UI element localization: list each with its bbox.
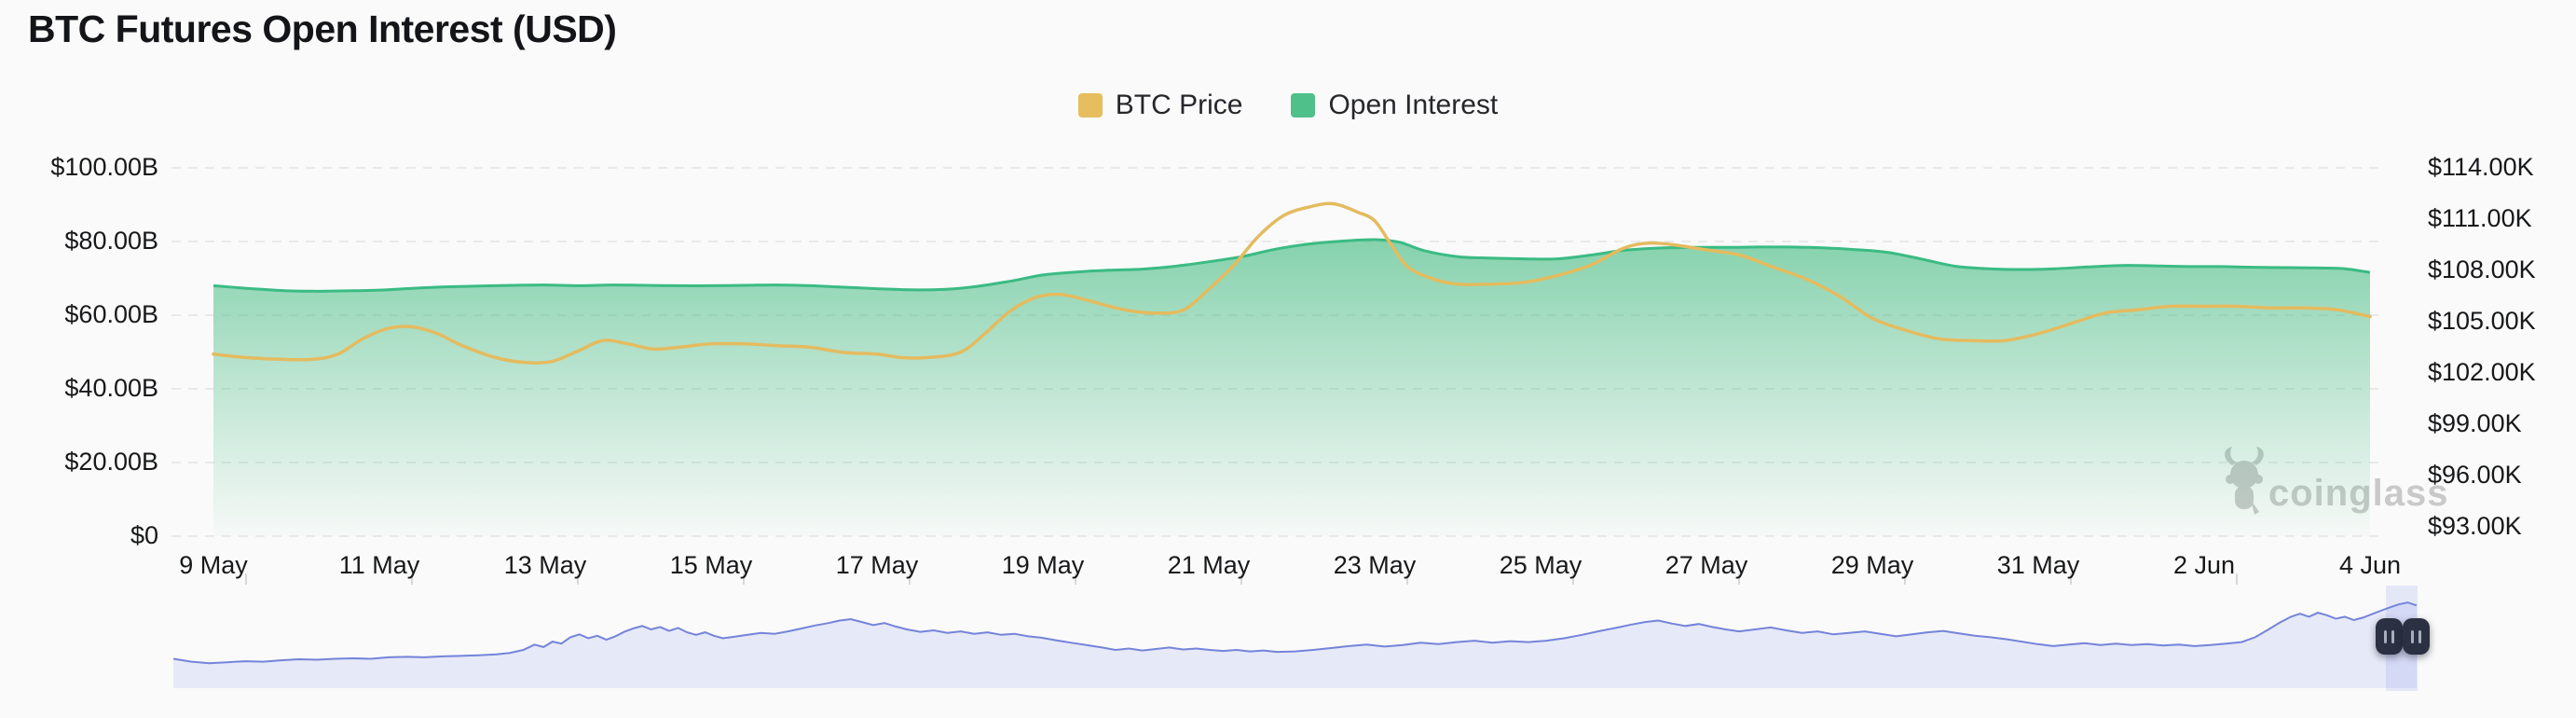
page-title: BTC Futures Open Interest (USD) xyxy=(28,7,617,50)
x-axis-tick: 4 Jun xyxy=(2338,551,2402,579)
right-axis-tick: $111.00K xyxy=(2428,203,2532,232)
btc-price-line-series xyxy=(212,201,2372,366)
x-axis: 9 May 11 May 13 May 15 May 17 May 19 May… xyxy=(0,551,2576,583)
x-axis-tick: 23 May xyxy=(1333,551,1417,579)
legend-item-btc-price[interactable]: BTC Price xyxy=(1077,90,1243,121)
left-axis-tick: $60.00B xyxy=(64,299,158,328)
x-axis-tick: 15 May xyxy=(669,551,753,579)
drag-handle-icon xyxy=(2384,629,2387,643)
left-axis-tick: $80.00B xyxy=(64,226,158,255)
right-axis-tick: $108.00K xyxy=(2428,255,2536,283)
left-axis-tick: $20.00B xyxy=(64,447,158,476)
x-axis-tick: 9 May xyxy=(179,551,248,579)
right-axis-tick: $99.00K xyxy=(2428,408,2522,437)
left-y-axis: $100.00B $80.00B $60.00B $40.00B $20.00B… xyxy=(0,0,158,718)
legend-item-open-interest[interactable]: Open Interest xyxy=(1291,90,1498,121)
x-axis-tick: 25 May xyxy=(1499,551,1583,579)
right-axis-tick: $96.00K xyxy=(2428,460,2522,489)
left-axis-tick: $0 xyxy=(130,520,158,549)
right-axis-tick: $102.00K xyxy=(2428,357,2536,386)
open-interest-area-series xyxy=(212,238,2371,536)
navigator-minimap[interactable] xyxy=(172,601,2418,688)
drag-handle-icon xyxy=(2391,629,2394,643)
right-axis-tick: $114.00K xyxy=(2428,152,2534,181)
x-axis-tick-marks xyxy=(245,573,2238,585)
legend-label: BTC Price xyxy=(1115,90,1243,120)
left-axis-tick: $100.00B xyxy=(50,152,158,181)
legend-label: Open Interest xyxy=(1328,90,1499,120)
x-axis-tick: 2 Jun xyxy=(2172,551,2236,579)
x-axis-tick: 27 May xyxy=(1665,551,1748,579)
right-axis-tick: $105.00K xyxy=(2428,306,2536,335)
x-axis-tick: 11 May xyxy=(338,551,420,579)
navigator-left-handle[interactable] xyxy=(2376,618,2403,655)
right-axis-tick: $93.00K xyxy=(2428,511,2522,540)
open-interest-swatch-icon xyxy=(1291,93,1316,117)
x-axis-tick: 13 May xyxy=(503,551,587,579)
x-axis-tick: 29 May xyxy=(1830,551,1914,579)
navigator-right-handle[interactable] xyxy=(2403,618,2430,655)
chart-legend: BTC Price Open Interest xyxy=(0,90,2576,121)
x-axis-tick: 21 May xyxy=(1167,551,1251,579)
right-y-axis: $114.00K $111.00K $108.00K $105.00K $102… xyxy=(2428,0,2576,718)
x-axis-tick: 19 May xyxy=(1001,551,1085,579)
btc-price-swatch-icon xyxy=(1077,93,1103,117)
left-axis-tick: $40.00B xyxy=(64,373,158,402)
x-axis-tick: 31 May xyxy=(1996,551,2080,579)
drag-handle-icon xyxy=(2411,629,2414,643)
drag-handle-icon xyxy=(2418,629,2421,643)
x-axis-tick: 17 May xyxy=(835,551,919,579)
